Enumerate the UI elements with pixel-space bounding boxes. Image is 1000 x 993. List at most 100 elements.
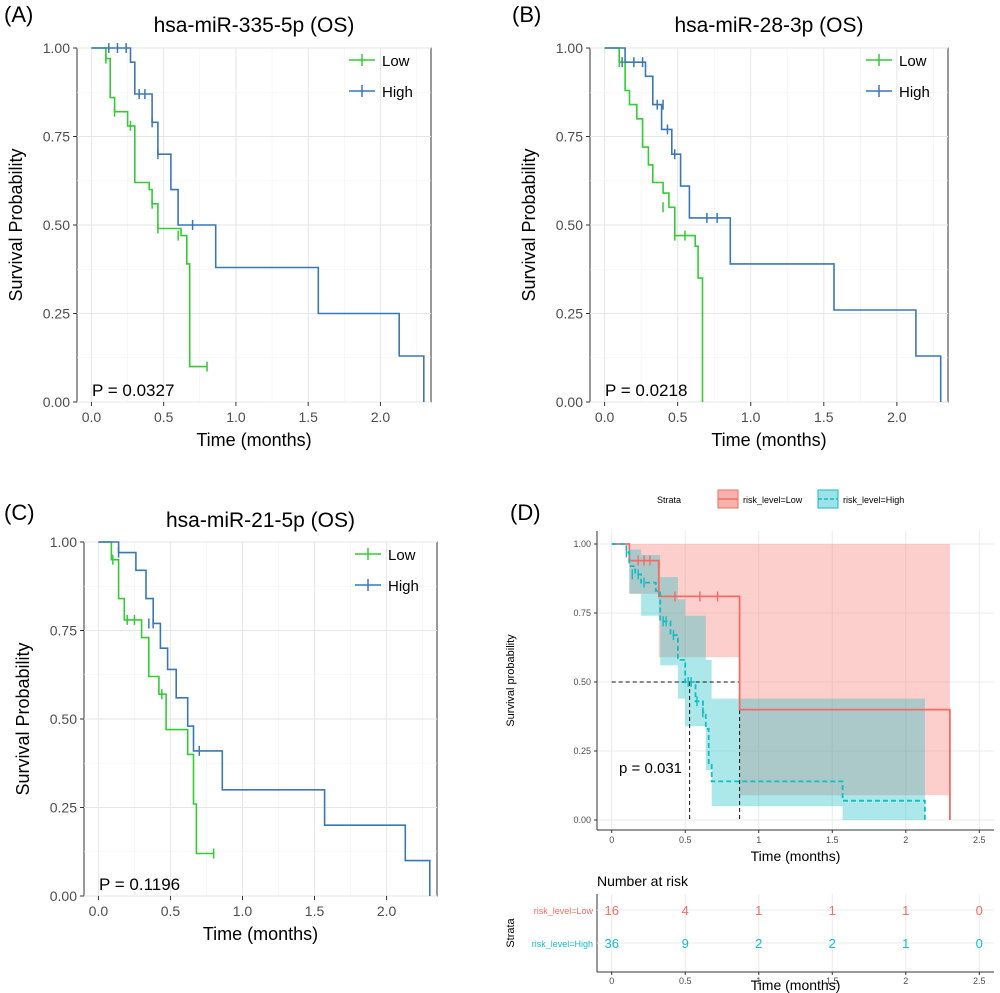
panel-title: hsa-miR-28-3p (OS) — [674, 14, 863, 37]
risk-count: 4 — [682, 903, 689, 918]
risk-row-label: risk_level=Low — [534, 906, 594, 916]
risk-count: 1 — [902, 936, 909, 951]
y-tick-label: 0.25 — [50, 800, 77, 816]
y-axis-title: Survival Probability — [13, 642, 33, 795]
km-curve-high — [604, 47, 942, 402]
ci-band — [611, 544, 925, 820]
y-tick-label: 0.25 — [43, 306, 70, 322]
p-value: P = 0.1196 — [99, 875, 180, 894]
x-tick-label: 1.5 — [305, 903, 325, 919]
risk-count: 16 — [604, 903, 618, 918]
x-tick-label: 0.5 — [154, 409, 174, 425]
y-tick-label: 0.75 — [43, 129, 70, 145]
y-tick-label: 0.25 — [556, 306, 583, 322]
x-tick-label: 0.0 — [595, 409, 615, 425]
y-tick-label: 1.00 — [556, 40, 583, 56]
y-tick-label: 0.75 — [556, 129, 583, 145]
series-low — [91, 47, 208, 372]
y-tick-label: 0.50 — [50, 711, 77, 727]
x-tick-label: 0.5 — [668, 409, 688, 425]
panel-letter: (C) — [4, 500, 35, 525]
km-panel-2: (C) hsa-miR-21-5p (OS) 0.0 0.5 1.0 1.5 2.0 0.00… — [4, 500, 438, 944]
risk-table: Number at risk risk_level=Low 16 4 1 1 1 0 risk_… — [505, 873, 994, 993]
km-panel-3: (D) Strata risk_level=Low risk_level=High 0 0… — [505, 489, 994, 864]
legend-label: Low — [382, 53, 410, 70]
y-axis-title: Survival probability — [505, 634, 517, 727]
risk-count: 1 — [829, 903, 836, 918]
y-tick-label: 0.50 — [573, 677, 591, 687]
legend-label: Low — [899, 53, 927, 70]
risk-x-tick-label: 1 — [756, 976, 761, 986]
x-tick-label: 1.0 — [226, 409, 246, 425]
y-tick-label: 0.75 — [573, 608, 591, 618]
x-tick-label: 2.0 — [377, 903, 397, 919]
panel-letter: (D) — [510, 500, 541, 525]
x-tick-label: 2 — [903, 835, 908, 845]
risk-table-ylabel: Strata — [505, 917, 517, 947]
legend-label: High — [382, 84, 413, 101]
risk-count: 1 — [755, 903, 762, 918]
p-value: p = 0.031 — [619, 760, 682, 777]
km-curve-low — [91, 47, 207, 368]
y-tick-label: 1.00 — [43, 40, 70, 56]
x-tick-label: 0.5 — [679, 835, 692, 845]
x-tick-label: 1.5 — [814, 409, 834, 425]
risk-count: 9 — [682, 936, 689, 951]
panel-letter: (A) — [4, 2, 33, 27]
legend-label-low: risk_level=Low — [743, 495, 803, 505]
y-tick-label: 0.00 — [50, 888, 77, 904]
risk-count: 2 — [829, 936, 836, 951]
risk-table-title: Number at risk — [597, 873, 689, 889]
x-tick-label: 1.5 — [826, 835, 839, 845]
legend-label: Low — [388, 547, 416, 564]
x-tick-label: 2.0 — [371, 409, 391, 425]
risk-count: 2 — [755, 936, 762, 951]
risk-count: 0 — [976, 903, 983, 918]
risk-x-tick-label: 1.5 — [826, 976, 839, 986]
x-tick-label: 1 — [756, 835, 761, 845]
y-tick-label: 0.00 — [573, 815, 591, 825]
x-tick-label: 2.5 — [973, 835, 986, 845]
risk-row-label: risk_level=High — [532, 939, 593, 949]
km-curve-high — [91, 47, 425, 402]
legend-title: Strata — [657, 495, 681, 505]
y-axis-title: Survival Probability — [6, 148, 26, 301]
ci-band — [611, 544, 950, 796]
series-high — [604, 47, 942, 402]
y-axis-title: Survival Probability — [519, 148, 539, 301]
x-tick-label: 1.0 — [233, 903, 253, 919]
km-panel-1: (B) hsa-miR-28-3p (OS) 0.0 0.5 1.0 1.5 2.0 0.00… — [512, 2, 949, 450]
risk-x-tick-label: 0.5 — [679, 976, 692, 986]
p-value: P = 0.0327 — [92, 381, 174, 400]
y-tick-label: 0.25 — [573, 746, 591, 756]
legend-label-high: risk_level=High — [843, 495, 904, 505]
panel-letter: (B) — [512, 2, 541, 27]
x-tick-label: 1.0 — [741, 409, 761, 425]
p-value: P = 0.0218 — [605, 381, 687, 400]
risk-count: 1 — [902, 903, 909, 918]
x-axis-title: Time (months) — [751, 848, 841, 864]
legend-label: High — [388, 578, 419, 595]
risk-count: 36 — [604, 936, 618, 951]
series-low — [98, 541, 215, 859]
legend-label: High — [899, 84, 930, 101]
y-tick-label: 0.00 — [43, 394, 70, 410]
risk-x-tick-label: 0 — [609, 976, 614, 986]
panel-title: hsa-miR-21-5p (OS) — [166, 509, 355, 532]
km-curve-high — [611, 543, 926, 820]
risk-table-area — [597, 894, 994, 972]
risk-x-tick-label: 2 — [903, 976, 908, 986]
panel-title: hsa-miR-335-5p (OS) — [154, 14, 355, 37]
risk-table-xlabel: Time (months) — [751, 977, 841, 993]
km-curve-low — [604, 47, 704, 402]
x-axis-title: Time (months) — [196, 430, 311, 450]
risk-count: 0 — [976, 936, 983, 951]
y-tick-label: 0.75 — [50, 623, 77, 639]
series-high — [98, 541, 431, 896]
km-curve-high — [98, 541, 431, 896]
risk-x-tick-label: 2.5 — [973, 976, 986, 986]
series-low — [604, 47, 704, 402]
x-tick-label: 1.5 — [298, 409, 318, 425]
y-tick-label: 0.50 — [43, 217, 70, 233]
